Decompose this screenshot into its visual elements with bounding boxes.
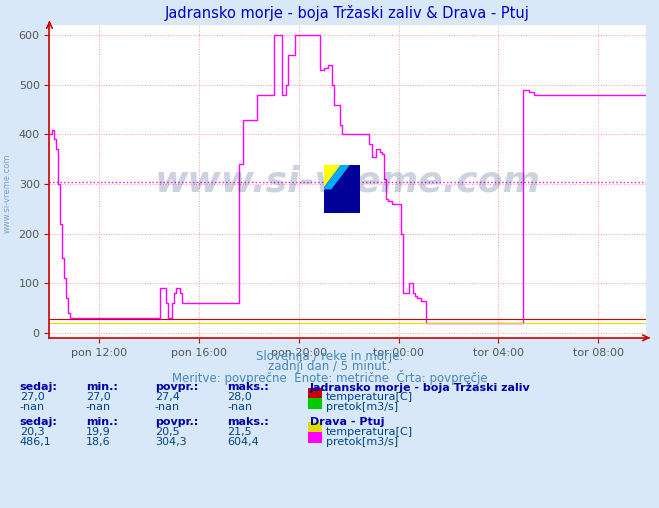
Text: -nan: -nan [155, 402, 180, 412]
Text: povpr.:: povpr.: [155, 382, 198, 392]
Text: 21,5: 21,5 [227, 427, 252, 437]
Text: pretok[m3/s]: pretok[m3/s] [326, 437, 398, 447]
Text: www.si-vreme.com: www.si-vreme.com [3, 153, 12, 233]
Text: temperatura[C]: temperatura[C] [326, 392, 413, 402]
Text: maks.:: maks.: [227, 382, 269, 392]
Bar [324, 165, 360, 189]
Text: 20,3: 20,3 [20, 427, 44, 437]
Text: min.:: min.: [86, 382, 117, 392]
Text: 20,5: 20,5 [155, 427, 179, 437]
Text: 28,0: 28,0 [227, 392, 252, 402]
Polygon shape [324, 165, 349, 189]
Text: 304,3: 304,3 [155, 437, 186, 447]
Polygon shape [324, 189, 342, 213]
Text: pretok[m3/s]: pretok[m3/s] [326, 402, 398, 412]
Polygon shape [324, 165, 360, 213]
Title: Jadransko morje - boja Tržaski zaliv & Drava - Ptuj: Jadransko morje - boja Tržaski zaliv & D… [165, 6, 530, 21]
Text: 19,9: 19,9 [86, 427, 111, 437]
Text: Jadransko morje - boja Tržaski zaliv: Jadransko morje - boja Tržaski zaliv [310, 382, 530, 393]
Text: min.:: min.: [86, 417, 117, 427]
Text: -nan: -nan [227, 402, 252, 412]
Text: sedaj:: sedaj: [20, 382, 57, 392]
Text: povpr.:: povpr.: [155, 417, 198, 427]
Text: 27,4: 27,4 [155, 392, 180, 402]
Text: temperatura[C]: temperatura[C] [326, 427, 413, 437]
Text: 18,6: 18,6 [86, 437, 110, 447]
Text: 604,4: 604,4 [227, 437, 259, 447]
Text: maks.:: maks.: [227, 417, 269, 427]
Text: -nan: -nan [86, 402, 111, 412]
Text: www.si-vreme.com: www.si-vreme.com [155, 165, 540, 199]
Text: Drava - Ptuj: Drava - Ptuj [310, 417, 384, 427]
Text: zadnji dan / 5 minut.: zadnji dan / 5 minut. [268, 360, 391, 373]
Text: sedaj:: sedaj: [20, 417, 57, 427]
Text: -nan: -nan [20, 402, 45, 412]
Text: 486,1: 486,1 [20, 437, 51, 447]
Text: 27,0: 27,0 [20, 392, 45, 402]
Text: Slovenija / reke in morje.: Slovenija / reke in morje. [256, 350, 403, 363]
Text: Meritve: povprečne  Enote: metrične  Črta: povprečje: Meritve: povprečne Enote: metrične Črta:… [172, 370, 487, 385]
Text: 27,0: 27,0 [86, 392, 111, 402]
